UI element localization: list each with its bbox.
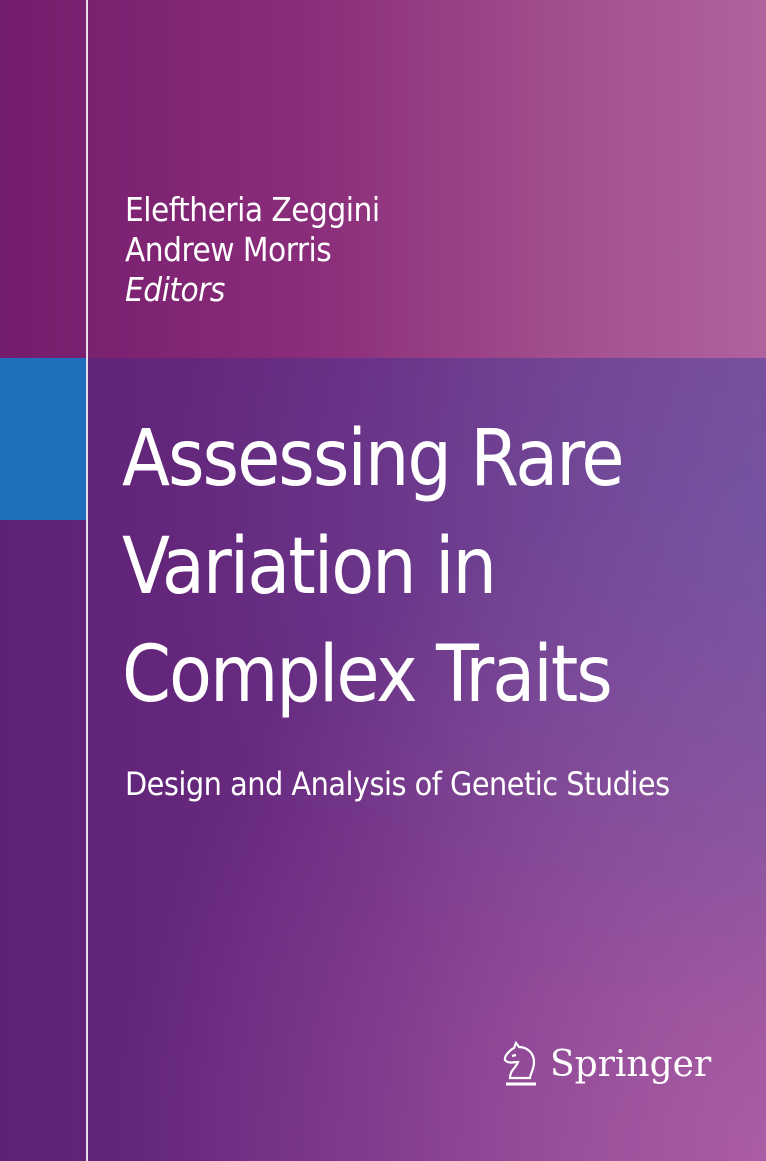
- editors-role: Editors: [125, 270, 225, 309]
- book-title: Assessing Rare Variation in Complex Trai…: [122, 405, 625, 729]
- knight-horse-icon: [503, 1040, 536, 1086]
- publisher-name: Springer: [550, 1043, 712, 1085]
- publisher-logo: Springer: [500, 1040, 711, 1088]
- top-band: [0, 0, 766, 358]
- editor-name: Andrew Morris: [125, 230, 332, 269]
- divider-line: [86, 0, 88, 1161]
- title-line: Complex Traits: [122, 630, 613, 720]
- book-subtitle: Design and Analysis of Genetic Studies: [125, 765, 670, 803]
- lower-panel: [0, 358, 766, 1161]
- editors: Eleftheria Zeggini Andrew Morris Editors: [125, 190, 380, 310]
- accent-block: [0, 358, 86, 520]
- title-line: Variation in: [122, 522, 497, 612]
- title-line: Assessing Rare: [122, 414, 625, 504]
- editor-name: Eleftheria Zeggini: [125, 190, 380, 229]
